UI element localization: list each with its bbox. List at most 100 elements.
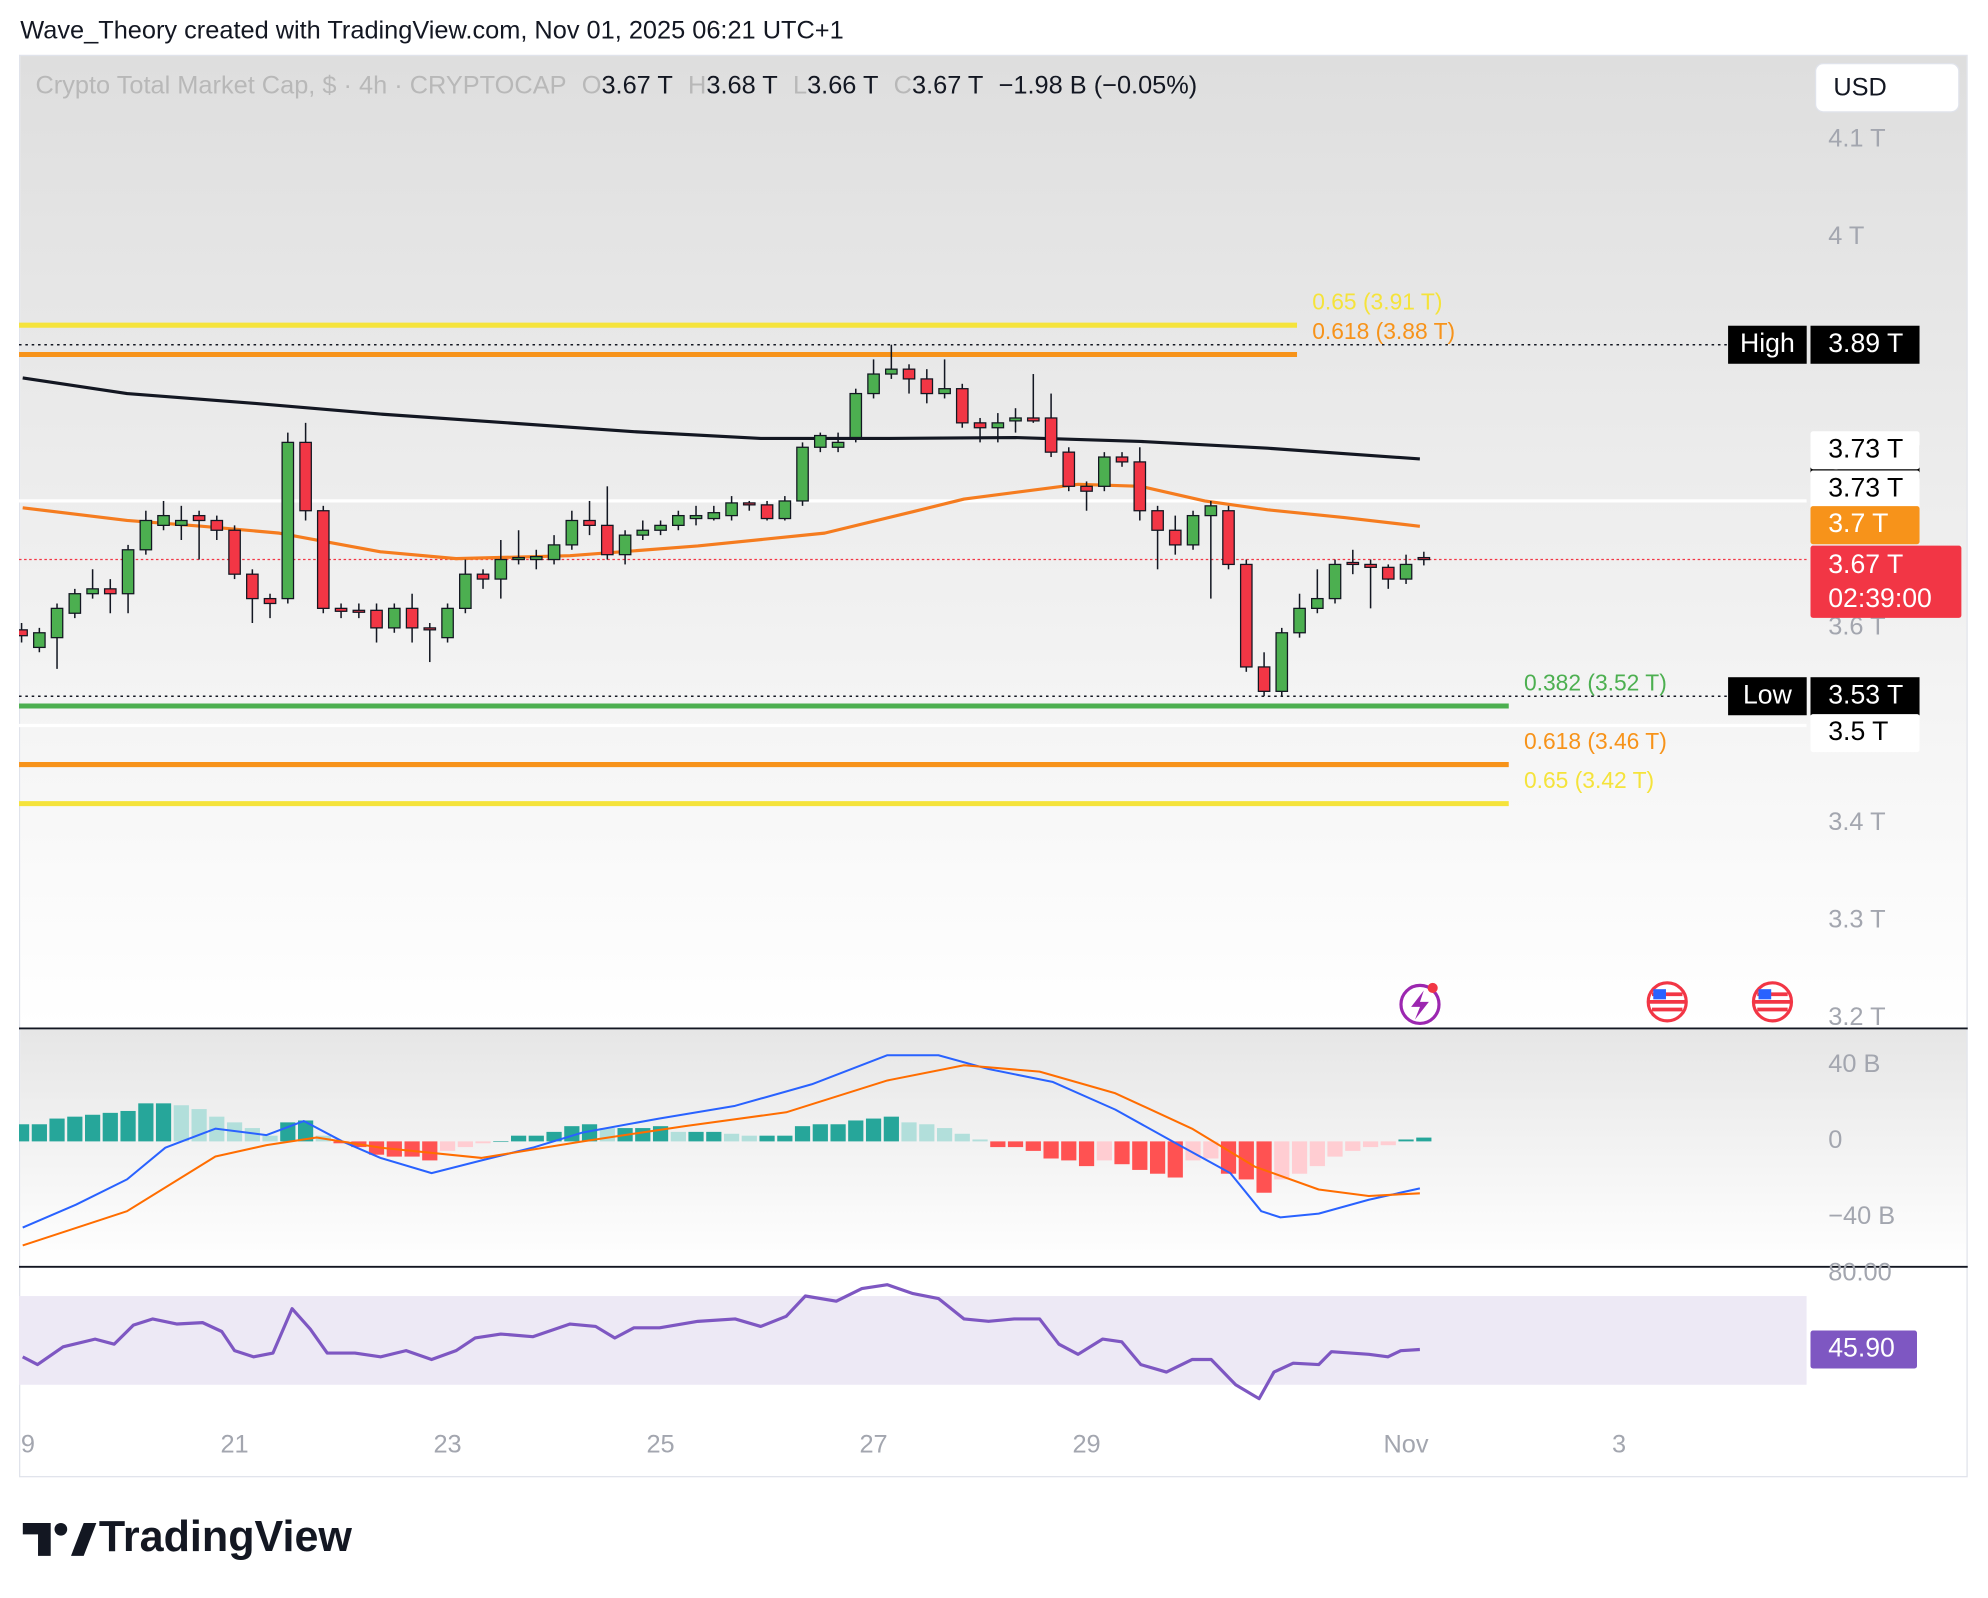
candle-body: [867, 373, 880, 395]
histogram-bar: [546, 1131, 562, 1142]
histogram-bar: [741, 1135, 757, 1142]
price-tag: [1810, 506, 1920, 545]
fib-label: 0.65 (3.91 T): [1312, 289, 1442, 315]
extreme-name: Low: [1743, 679, 1793, 709]
histogram-bar: [19, 1124, 30, 1142]
histogram-bar: [262, 1135, 278, 1142]
indicator-line: [22, 1064, 1420, 1247]
ohlc-key: O: [582, 71, 602, 99]
histogram-bar: [85, 1114, 101, 1142]
rsi-band: [19, 1296, 1807, 1385]
symbol-legend: Crypto Total Market Cap, $ · 4h · CRYPTO…: [35, 71, 1197, 99]
histogram-bar: [404, 1141, 420, 1157]
histogram-bar: [173, 1105, 189, 1142]
histogram-bar: [1416, 1137, 1432, 1142]
candle-body: [476, 573, 490, 580]
candle-body: [405, 607, 419, 629]
rsi-tag: [1810, 1330, 1917, 1369]
extreme-tag: [1728, 677, 1807, 716]
plot-area: [19, 322, 1807, 1401]
price-tag: [1810, 431, 1920, 470]
histogram-bar: [723, 1133, 740, 1142]
candle-body: [583, 519, 596, 527]
histogram-bar: [1132, 1141, 1148, 1170]
histogram-bar: [1291, 1141, 1308, 1174]
candle-body: [565, 519, 579, 546]
candle-body: [210, 519, 224, 531]
candle-body: [316, 510, 330, 609]
brand: TradingView: [99, 1513, 353, 1561]
ohlc-value: 3.66 T: [807, 71, 878, 99]
y-tick-label: 3.2 T: [1828, 1003, 1885, 1031]
histogram-bar: [848, 1120, 864, 1142]
histogram-bar: [138, 1103, 154, 1142]
histogram-bar: [1043, 1141, 1059, 1159]
countdown: 02:39:00: [1828, 583, 1932, 613]
candle-body: [192, 514, 206, 522]
histogram-bar: [635, 1128, 651, 1142]
ohlc-value: 3.67 T: [912, 71, 983, 99]
histogram-bar: [1114, 1141, 1130, 1165]
candle-body: [1381, 566, 1395, 580]
candle-body: [920, 378, 934, 395]
y-tick-label: 80.00: [1828, 1259, 1891, 1287]
candle-body: [831, 441, 845, 448]
candle-body: [1417, 556, 1431, 561]
histogram-bar: [1256, 1141, 1272, 1193]
ohlc-value: 3.68 T: [706, 71, 777, 99]
candle-body: [672, 514, 685, 527]
histogram-bar: [865, 1118, 882, 1142]
rsi-line: [21, 1283, 1420, 1401]
candle-body: [618, 534, 632, 556]
ohlc-key: C: [894, 71, 912, 99]
symbol: Crypto Total Market Cap, $ · 4h · CRYPTO…: [35, 71, 566, 99]
currency[interactable]: USD: [1833, 74, 1887, 102]
attribution: Wave_Theory created with TradingView.com…: [20, 17, 843, 45]
candle-body: [441, 607, 454, 639]
extreme-tag: [1728, 325, 1807, 364]
extreme-value: 3.89 T: [1828, 328, 1903, 358]
histogram-bar: [280, 1122, 296, 1142]
x-tick-label: 3: [1612, 1430, 1626, 1458]
y-tick-label: 4 T: [1828, 222, 1864, 250]
change: −1.98 B (−0.05%): [999, 71, 1198, 99]
candle-body: [174, 519, 188, 527]
indicator-line: [22, 376, 1420, 461]
histogram-bar: [297, 1120, 314, 1142]
histogram-bar: [1362, 1141, 1379, 1148]
candle-body: [1257, 666, 1271, 692]
overlay: 4.1 T4 T3.6 T3.4 T3.3 T3.2 T0.65 (3.91 T…: [21, 124, 1962, 1458]
fib-label: 0.65 (3.42 T): [1524, 767, 1654, 793]
ohlc-key: L: [793, 71, 807, 99]
candle-body: [1239, 563, 1253, 668]
candle-body: [813, 434, 827, 448]
logo-mark: [54, 1522, 68, 1536]
candle-body: [139, 519, 153, 551]
candle-body: [1115, 456, 1129, 463]
candle-body: [1080, 485, 1093, 492]
candle-body: [281, 441, 295, 600]
candle-body: [529, 555, 543, 561]
event-icons: [1399, 981, 1794, 1025]
candle-body: [494, 558, 508, 580]
y-tick-label: 3.4 T: [1828, 808, 1885, 836]
histogram-bar: [155, 1103, 172, 1142]
candle-body: [725, 502, 738, 517]
candle-body: [246, 573, 259, 600]
price-tag-label: 3.67 T: [1828, 549, 1903, 579]
currency-button[interactable]: [1814, 63, 1960, 113]
histogram-bar: [439, 1141, 456, 1151]
histogram-bar: [1274, 1141, 1290, 1180]
candle-body: [778, 500, 792, 520]
candle-body: [689, 514, 703, 520]
histogram-bar: [812, 1124, 828, 1142]
macd-pane: [20, 1029, 1967, 1266]
candle-body: [636, 529, 650, 536]
histogram-bar: [883, 1116, 899, 1142]
histogram-bar: [493, 1141, 509, 1143]
price-tag: [1810, 545, 1962, 618]
x-tick-label: 23: [433, 1430, 461, 1458]
price-pane: [20, 56, 1967, 1028]
histogram-bar: [954, 1133, 970, 1142]
